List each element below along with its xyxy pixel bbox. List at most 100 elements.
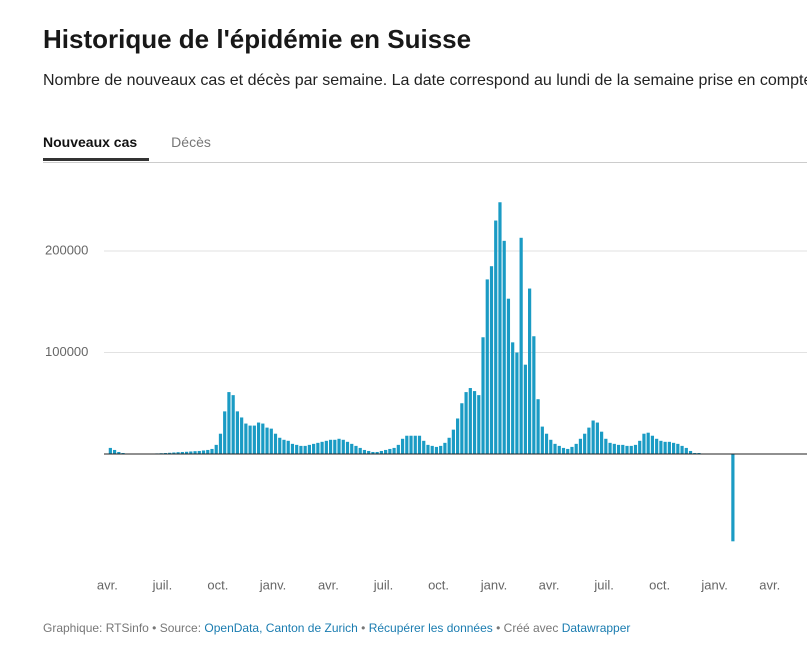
bar: [519, 237, 523, 455]
x-tick-label: oct.: [428, 577, 449, 592]
bar: [464, 392, 468, 455]
chart: 100000 200000 avr. juil. oct. janv. avr. juil. o…: [45, 202, 807, 592]
bar: [553, 443, 557, 455]
bar: [265, 427, 269, 455]
bar: [362, 449, 367, 455]
tab[interactable]: Nouveaux cas: [43, 132, 150, 161]
x-tick-label: avr.: [97, 577, 118, 592]
bar: [439, 445, 443, 455]
bar: [184, 451, 189, 455]
tab-bar: Nouveaux cas Décès: [43, 132, 807, 163]
bar: [528, 288, 532, 455]
bar: [354, 445, 358, 455]
x-tick-label: janv.: [259, 577, 287, 592]
bar: [549, 439, 553, 455]
bar: [358, 447, 362, 455]
bar: [231, 395, 235, 455]
bar: [112, 449, 117, 455]
bar: [477, 395, 481, 455]
bar: [384, 449, 388, 455]
bar: [633, 444, 638, 455]
bar: [290, 443, 295, 455]
download-link[interactable]: Récupérer les données: [368, 621, 493, 635]
bar: [612, 443, 616, 455]
bar: [324, 440, 328, 455]
bar: [621, 444, 625, 455]
bar: [350, 443, 354, 455]
bar: [688, 450, 693, 455]
chart-subtitle: Nombre de nouveaux cas et décès par sema…: [43, 72, 807, 89]
x-tick-label: avr.: [318, 577, 339, 592]
source-link[interactable]: OpenData, Canton de Zurich: [204, 621, 358, 635]
bar: [671, 442, 676, 455]
bar: [561, 447, 566, 455]
bar: [426, 444, 430, 455]
bar: [655, 438, 659, 455]
bar: [337, 438, 341, 455]
bar: [256, 422, 261, 455]
bar: [235, 411, 240, 455]
bar: [604, 438, 608, 455]
bar: [578, 438, 583, 455]
bar: [583, 433, 587, 455]
x-tick-label: juil.: [373, 577, 394, 592]
bar: [587, 427, 591, 455]
footer: Graphique: RTSinfo • Source: OpenData, C…: [43, 621, 630, 635]
chart-title: Historique de l'épidémie en Suisse: [43, 24, 472, 54]
footer-text: • Créé avec: [492, 621, 562, 635]
bar: [201, 450, 206, 455]
bar: [328, 439, 333, 455]
bar: [189, 451, 193, 455]
bar: [697, 452, 701, 455]
bar: [472, 391, 477, 455]
bar: [515, 352, 519, 455]
bar: [591, 420, 595, 455]
bar: [180, 451, 184, 455]
bar: [307, 444, 311, 455]
bar: [676, 443, 680, 455]
bar: [413, 435, 417, 455]
bar: [570, 446, 574, 455]
x-tick-label: avr.: [539, 577, 560, 592]
bar: [684, 447, 688, 455]
bar: [447, 437, 451, 455]
bar: [210, 448, 214, 455]
bar: [345, 441, 350, 455]
bar: [663, 441, 667, 455]
bar: [244, 423, 248, 455]
x-tick-label: avr.: [759, 577, 780, 592]
bar: [269, 428, 273, 455]
bar: [273, 433, 278, 455]
bar: [638, 440, 642, 455]
bar: [600, 431, 604, 455]
bar: [218, 433, 223, 455]
bar: [616, 444, 621, 455]
bar: [371, 451, 375, 455]
bar: [303, 445, 307, 455]
bar: [485, 279, 489, 455]
bar: [523, 364, 527, 455]
bar: [367, 450, 371, 455]
datawrapper-link[interactable]: Datawrapper: [561, 621, 631, 635]
x-tick-label: juil.: [593, 577, 614, 592]
bar: [422, 440, 426, 455]
bar: [434, 446, 439, 455]
bar: [108, 447, 112, 455]
bar: [460, 403, 464, 455]
bar: [544, 433, 549, 455]
bar: [625, 445, 629, 455]
bar: [168, 452, 172, 455]
bar: [468, 388, 472, 455]
x-tick-label: oct.: [649, 577, 670, 592]
bar: [443, 442, 447, 455]
bar: [316, 442, 320, 455]
x-tick-label: janv.: [480, 577, 508, 592]
tab[interactable]: Décès: [171, 134, 211, 150]
bar: [481, 337, 485, 455]
bar: [494, 220, 498, 455]
bar: [629, 445, 633, 455]
bar: [396, 444, 400, 455]
x-tick-label: juil.: [152, 577, 173, 592]
bar: [451, 429, 455, 455]
bar: [430, 445, 434, 455]
